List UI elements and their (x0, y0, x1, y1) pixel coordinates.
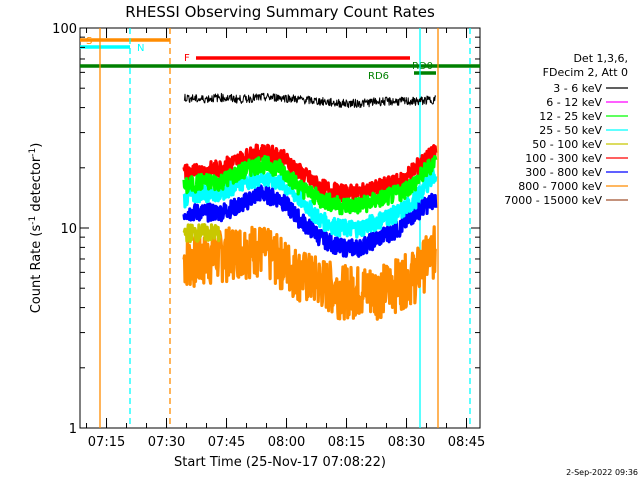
legend-label-7000-15000-kev: 7000 - 15000 keV (504, 194, 602, 207)
series-trace-300-800-kev (182, 184, 438, 258)
vline-layer (99, 28, 471, 428)
flag-label-n: N (137, 43, 144, 54)
flag-label-rd6: RD6 (368, 71, 389, 82)
flag-layer: S N F RD0 RD6 (80, 36, 480, 82)
x-tick-label: 07:45 (208, 435, 245, 450)
x-tick-label: 07:15 (88, 435, 125, 450)
legend-label-800-7000-kev: 800 - 7000 keV (518, 180, 602, 193)
legend-label-12-25-kev: 12 - 25 keV (539, 110, 602, 123)
x-tick-label: 08:00 (268, 435, 305, 450)
y-tick-label: 100 (52, 22, 77, 37)
series-trace-50-100-kev (182, 223, 222, 244)
x-tick-label: 08:45 (448, 435, 485, 450)
legend-label-25-50-kev: 25 - 50 keV (539, 124, 602, 137)
y-tick-label: 10 (60, 222, 77, 237)
legend-label-50-100-kev: 50 - 100 keV (532, 138, 602, 151)
y-axis-label: Count Rate (s-1 detector-1) (28, 143, 44, 314)
x-tick-label: 08:15 (328, 435, 365, 450)
series-trace-25-50-kev (182, 167, 438, 239)
series-trace-3-6-kev (183, 92, 437, 109)
legend-label-100-300-kev: 100 - 300 keV (525, 152, 602, 165)
series-layer (182, 92, 438, 321)
series-trace-12-25-kev (182, 154, 438, 216)
flag-label-f: F (184, 53, 190, 64)
legend-header-line1: Det 1,3,6, (573, 52, 628, 65)
legend-header-line2: FDecim 2, Att 0 (543, 66, 628, 79)
x-tick-label: 07:30 (148, 435, 185, 450)
series-trace-800-7000-kev (182, 225, 438, 321)
chart-title: RHESSI Observing Summary Count Rates (125, 3, 435, 21)
x-axis-label: Start Time (25-Nov-17 07:08:22) (174, 455, 386, 470)
y-ticks: 1 10 100 (52, 22, 480, 437)
y-tick-label: 1 (69, 422, 77, 437)
flag-label-s: S (86, 36, 92, 47)
x-ticks: 07:15 07:30 07:45 08:00 08:15 08:30 08:45 (86, 28, 485, 450)
legend-label-300-800-kev: 300 - 800 keV (525, 166, 602, 179)
legend-label-3-6-kev: 3 - 6 keV (553, 82, 602, 95)
timestamp: 2-Sep-2022 09:36 (566, 468, 638, 477)
x-tick-label: 08:30 (388, 435, 425, 450)
legend-label-6-12-kev: 6 - 12 keV (546, 96, 602, 109)
flag-label-rd0: RD0 (412, 61, 433, 72)
